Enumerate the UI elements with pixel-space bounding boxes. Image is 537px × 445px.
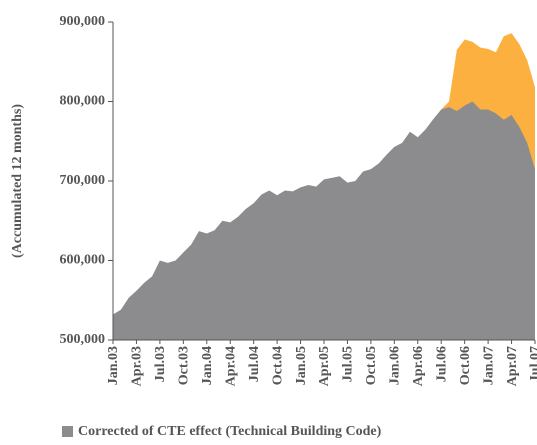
x-tick-label: Jan.04 bbox=[200, 346, 215, 385]
x-tick-label: Jan.03 bbox=[106, 346, 121, 385]
y-tick-label: 500,000 bbox=[60, 332, 106, 347]
x-tick-label: Jan.06 bbox=[388, 346, 403, 385]
x-tick-label: Oct.03 bbox=[177, 346, 192, 385]
x-tick-label: Apr.05 bbox=[317, 346, 332, 386]
x-tick-label: Apr.04 bbox=[223, 346, 238, 386]
x-tick-label: Jul.05 bbox=[341, 346, 356, 382]
x-tick-label: Apr.03 bbox=[130, 346, 145, 386]
x-tick-label: Jan.07 bbox=[481, 346, 496, 385]
y-axis-label: (Accumulated 12 months) bbox=[10, 104, 25, 258]
x-tick-label: Oct.05 bbox=[364, 346, 379, 385]
x-tick-label: Jul.06 bbox=[434, 346, 449, 382]
x-tick-label: Oct.06 bbox=[458, 346, 473, 385]
x-tick-label: Apr.07 bbox=[505, 346, 520, 386]
y-tick-label: 700,000 bbox=[60, 173, 106, 188]
area bbox=[113, 101, 535, 340]
x-tick-label: Jul.07 bbox=[528, 346, 537, 382]
y-tick-label: 600,000 bbox=[60, 253, 106, 268]
x-tick-label: Apr.06 bbox=[411, 346, 426, 386]
y-tick-label: 800,000 bbox=[60, 94, 106, 109]
x-tick-label: Oct.04 bbox=[270, 346, 285, 385]
legend-label: Corrected of CTE effect (Technical Build… bbox=[78, 424, 382, 439]
x-tick-label: Jul.04 bbox=[247, 346, 262, 382]
y-tick-label: 900,000 bbox=[60, 14, 106, 29]
x-tick-label: Jul.03 bbox=[153, 346, 168, 382]
x-tick-label: Jan.05 bbox=[294, 346, 309, 385]
legend-swatch bbox=[62, 426, 73, 437]
